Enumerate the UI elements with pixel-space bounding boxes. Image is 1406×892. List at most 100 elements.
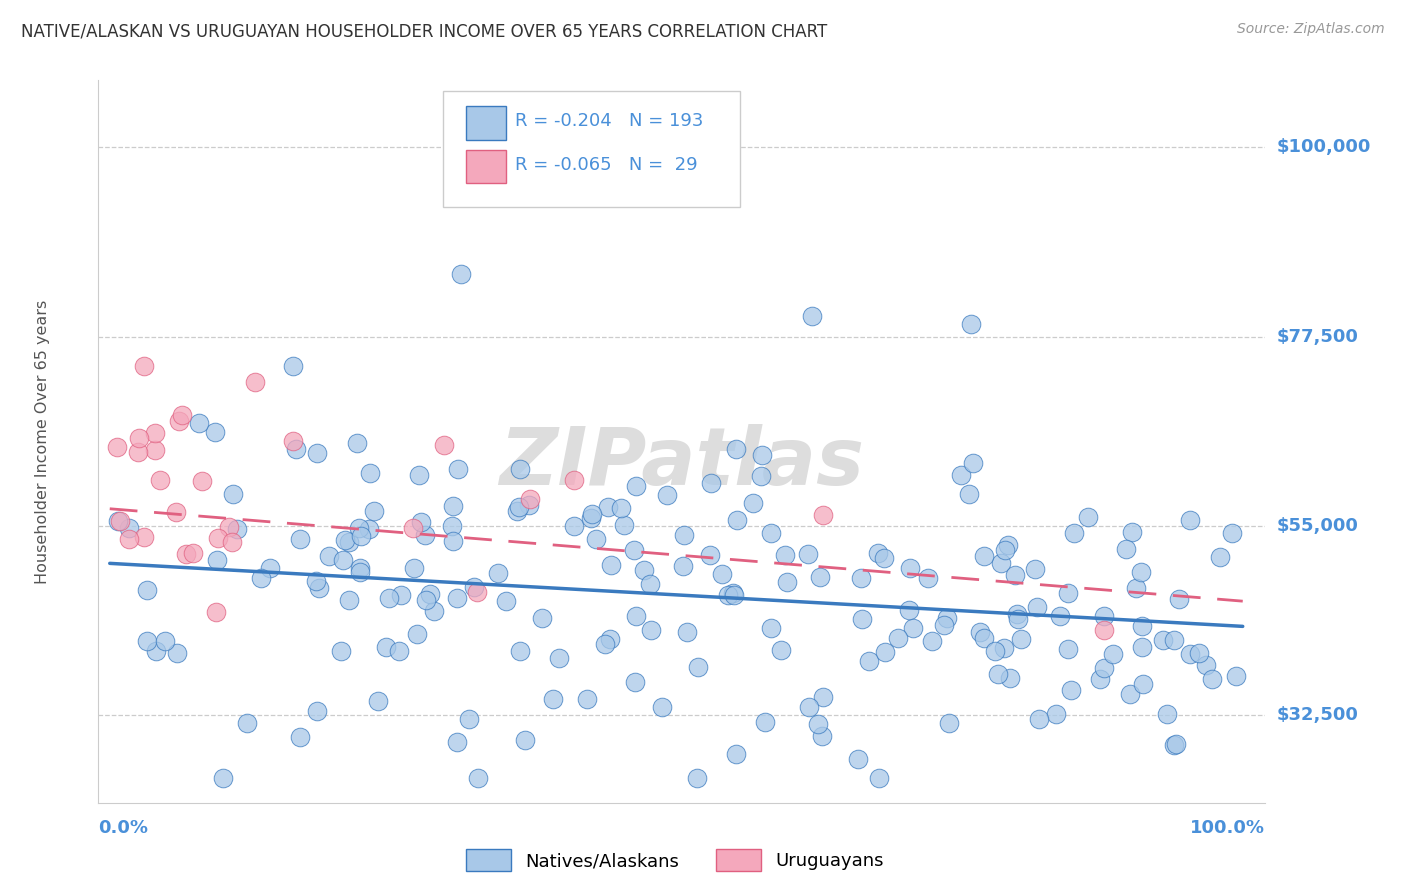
Point xyxy=(432,438,454,452)
Text: Source: ZipAtlas.com: Source: ZipAtlas.com xyxy=(1237,22,1385,37)
Point xyxy=(1118,687,1140,701)
Point xyxy=(458,712,481,726)
Point xyxy=(1152,633,1174,648)
Point xyxy=(447,461,470,475)
Point xyxy=(404,561,426,575)
Point xyxy=(1163,738,1185,752)
Point xyxy=(1168,591,1191,606)
Point xyxy=(541,692,564,706)
Point xyxy=(388,644,411,658)
Point xyxy=(508,500,530,515)
Point xyxy=(898,603,921,617)
Point xyxy=(1222,526,1244,541)
Point xyxy=(749,469,772,483)
Point xyxy=(711,567,734,582)
Point xyxy=(887,631,910,645)
Point xyxy=(797,547,820,561)
Point xyxy=(349,561,371,575)
Point xyxy=(308,582,330,596)
Point xyxy=(212,771,235,785)
Point xyxy=(349,520,371,534)
Point xyxy=(581,507,603,521)
Point xyxy=(811,729,834,743)
Point xyxy=(1045,706,1067,721)
Point xyxy=(973,631,995,645)
Text: R = -0.065   N =  29: R = -0.065 N = 29 xyxy=(515,156,697,174)
Point xyxy=(1180,514,1202,528)
Text: Householder Income Over 65 years: Householder Income Over 65 years xyxy=(35,300,49,583)
Point xyxy=(467,771,489,785)
Point xyxy=(406,627,429,641)
Text: NATIVE/ALASKAN VS URUGUAYAN HOUSEHOLDER INCOME OVER 65 YEARS CORRELATION CHART: NATIVE/ALASKAN VS URUGUAYAN HOUSEHOLDER … xyxy=(21,22,827,40)
Point xyxy=(204,425,226,440)
Point xyxy=(377,591,399,605)
Point xyxy=(408,467,430,482)
Point xyxy=(222,487,245,501)
Point xyxy=(1163,633,1185,648)
Point xyxy=(1121,524,1143,539)
Point xyxy=(769,643,792,657)
Point xyxy=(349,529,371,543)
Point xyxy=(962,456,984,470)
Point xyxy=(676,625,699,640)
Point xyxy=(640,623,662,637)
Point xyxy=(226,523,249,537)
FancyBboxPatch shape xyxy=(465,106,506,139)
Point xyxy=(305,446,328,460)
Text: $55,000: $55,000 xyxy=(1277,516,1358,534)
Point xyxy=(419,587,441,601)
Point xyxy=(318,549,340,564)
Point xyxy=(599,632,621,647)
Point xyxy=(1010,632,1032,646)
Point xyxy=(136,634,159,648)
Point xyxy=(613,517,636,532)
Point xyxy=(723,586,745,600)
Text: R = -0.204   N = 193: R = -0.204 N = 193 xyxy=(515,112,703,130)
Point xyxy=(898,561,921,575)
Point xyxy=(1049,609,1071,624)
Point xyxy=(145,644,167,658)
Point xyxy=(509,462,531,476)
Point xyxy=(866,545,889,559)
Point xyxy=(1130,640,1153,654)
Point xyxy=(808,569,831,583)
Point xyxy=(984,644,1007,658)
Point xyxy=(1028,712,1050,726)
Point xyxy=(672,528,695,542)
Point xyxy=(132,359,155,373)
Point xyxy=(1115,541,1137,556)
FancyBboxPatch shape xyxy=(465,150,506,183)
Point xyxy=(183,545,205,559)
Point xyxy=(155,634,177,648)
Point xyxy=(284,442,307,456)
Point xyxy=(742,496,765,510)
Point xyxy=(724,747,747,762)
Point xyxy=(987,666,1010,681)
Point xyxy=(938,716,960,731)
Point xyxy=(145,442,167,457)
Point xyxy=(1077,510,1099,524)
Point xyxy=(375,640,398,654)
Point xyxy=(172,409,194,423)
Point xyxy=(1004,568,1026,582)
Point xyxy=(250,571,273,585)
Point xyxy=(811,690,834,705)
Point xyxy=(994,543,1017,558)
Point xyxy=(761,525,783,540)
Point xyxy=(651,700,673,714)
Point xyxy=(873,550,896,565)
Point xyxy=(207,531,229,545)
Point xyxy=(1063,525,1085,540)
Point xyxy=(1195,657,1218,672)
Point xyxy=(868,771,890,785)
Point xyxy=(165,505,187,519)
Point xyxy=(725,513,748,527)
Point xyxy=(143,426,166,441)
Point xyxy=(1132,618,1154,632)
Point xyxy=(415,527,437,541)
Point xyxy=(801,309,824,323)
Point xyxy=(1092,623,1115,637)
Point xyxy=(562,519,585,533)
Point xyxy=(107,514,129,528)
Point xyxy=(610,501,633,516)
